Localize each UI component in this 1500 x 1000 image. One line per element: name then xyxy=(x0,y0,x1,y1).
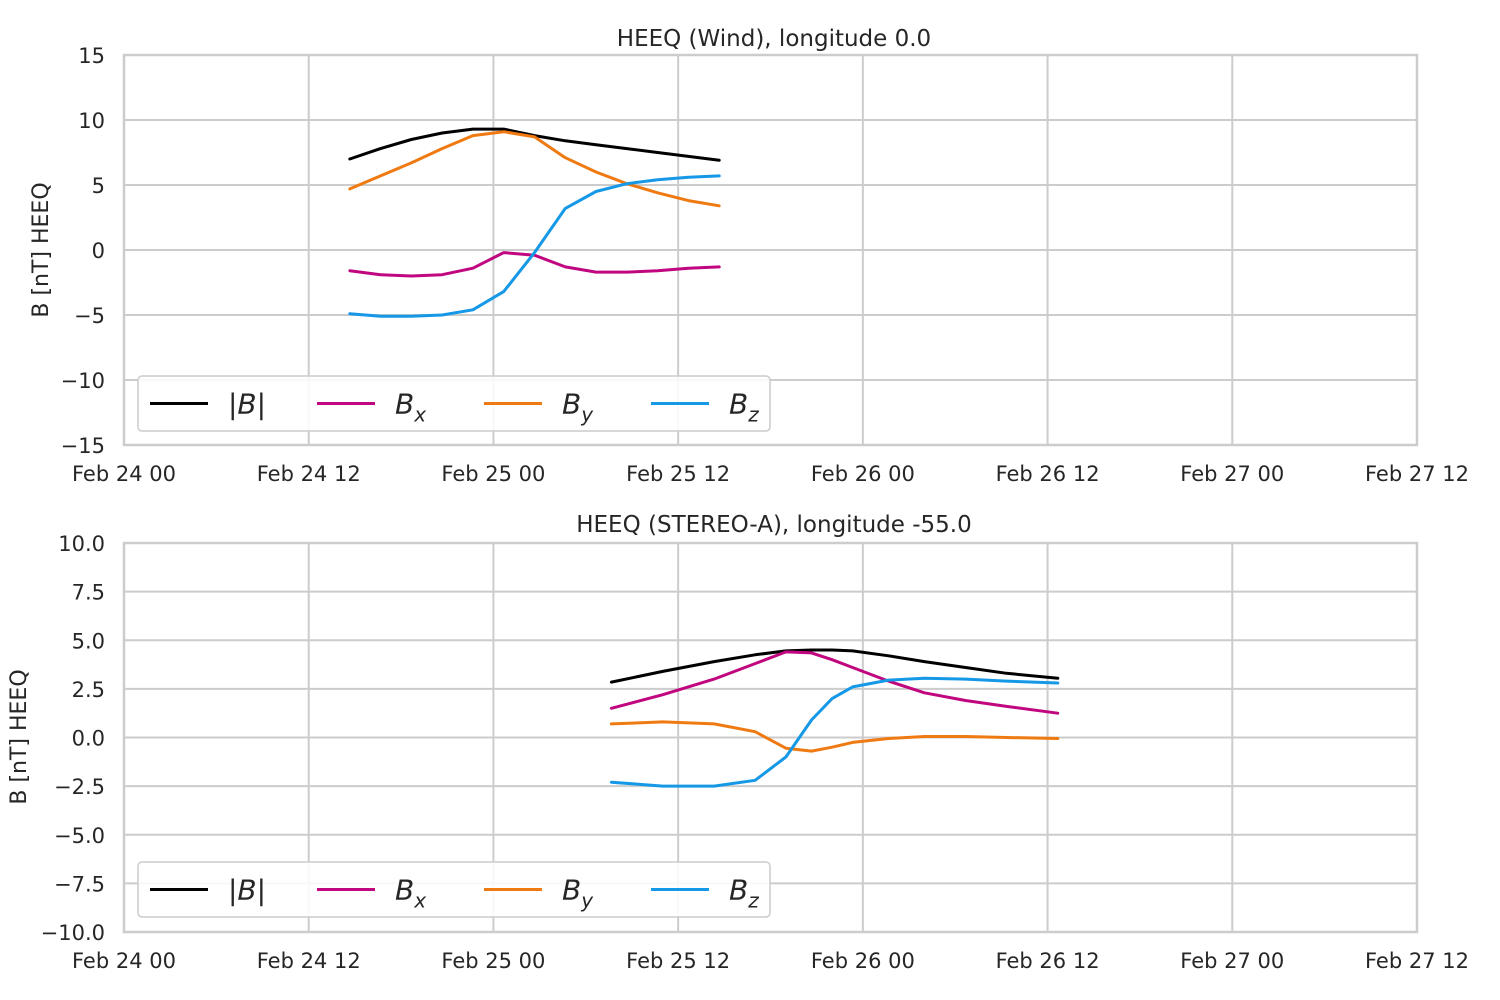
series-line-by xyxy=(348,130,721,208)
chart-title: HEEQ (STEREO-A), longitude -55.0 xyxy=(576,512,972,538)
series-line-bx xyxy=(348,251,721,278)
plot-lines xyxy=(348,127,721,318)
x-tick-label: Feb 25 00 xyxy=(441,462,545,486)
y-tick-label: −5 xyxy=(74,304,105,328)
chart-panel-stereo-a: HEEQ (STEREO-A), longitude -55.0 B [nT] … xyxy=(7,512,1469,973)
y-tick-label: 5 xyxy=(92,174,105,198)
plot-frame xyxy=(122,53,1419,447)
x-tick-label: Feb 27 00 xyxy=(1180,462,1284,486)
legend-box xyxy=(137,861,771,918)
x-tick-label: Feb 26 00 xyxy=(811,462,915,486)
series-line-bz xyxy=(348,174,721,318)
y-tick-label: 5.0 xyxy=(72,629,105,653)
chart-title: HEEQ (Wind), longitude 0.0 xyxy=(617,26,931,52)
y-tick-label: −15 xyxy=(61,434,105,458)
x-tick-label: Feb 26 12 xyxy=(996,462,1100,486)
y-tick-label: 7.5 xyxy=(72,581,105,605)
x-tick-label: Feb 24 00 xyxy=(72,462,176,486)
x-tick-labels: Feb 24 00 Feb 24 12 Feb 25 00 Feb 25 12 Feb … xyxy=(72,462,1469,486)
series-line-by xyxy=(609,720,1060,753)
series-line-bx xyxy=(609,650,1060,715)
y-tick-labels: 10.0 7.5 5.0 2.5 0.0 −2.5 −5.0 −7.5 −10.0 xyxy=(41,532,105,945)
y-tick-labels: 15 10 5 0 −5 −10 −15 xyxy=(61,44,105,458)
legend: |B| Bx By Bz xyxy=(137,861,771,918)
y-tick-label: −7.5 xyxy=(54,872,105,896)
y-tick-label: 2.5 xyxy=(72,678,105,702)
x-tick-label: Feb 26 00 xyxy=(811,949,915,973)
y-tick-label: 0.0 xyxy=(72,727,105,751)
x-tick-label: Feb 24 00 xyxy=(72,949,176,973)
x-tick-labels: Feb 24 00 Feb 24 12 Feb 25 00 Feb 25 12 Feb … xyxy=(72,949,1469,973)
series-line-bz xyxy=(609,676,1060,788)
y-axis-label: B [nT] HEEQ xyxy=(29,182,54,317)
plot-lines xyxy=(609,648,1060,788)
x-tick-label: Feb 27 12 xyxy=(1365,462,1469,486)
y-tick-label: 0 xyxy=(92,239,105,263)
y-tick-label: 15 xyxy=(78,44,105,68)
x-tick-label: Feb 25 12 xyxy=(626,462,730,486)
legend-label: Bz xyxy=(729,388,759,427)
legend-box xyxy=(137,375,771,432)
y-axis-label: B [nT] HEEQ xyxy=(7,669,32,804)
x-tick-label: Feb 25 00 xyxy=(441,949,545,973)
legend-label: |B| xyxy=(228,388,266,421)
legend-label: |B| xyxy=(228,874,266,907)
y-tick-label: −5.0 xyxy=(54,824,105,848)
x-tick-label: Feb 26 12 xyxy=(996,949,1100,973)
x-tick-label: Feb 24 12 xyxy=(257,949,361,973)
x-tick-label: Feb 25 12 xyxy=(626,949,730,973)
x-tick-label: Feb 24 12 xyxy=(257,462,361,486)
y-tick-label: −10.0 xyxy=(41,921,105,945)
x-tick-label: Feb 27 12 xyxy=(1365,949,1469,973)
chart-panel-wind: HEEQ (Wind), longitude 0.0 B [nT] HEEQ 1… xyxy=(29,26,1469,486)
legend: |B| Bx By Bz xyxy=(137,375,771,432)
y-tick-label: 10 xyxy=(78,109,105,133)
series-line-b xyxy=(609,648,1060,684)
plot-frame xyxy=(122,541,1419,934)
x-tick-label: Feb 27 00 xyxy=(1180,949,1284,973)
y-tick-label: −2.5 xyxy=(54,775,105,799)
y-tick-label: −10 xyxy=(61,369,105,393)
series-line-b xyxy=(348,127,721,162)
y-tick-label: 10.0 xyxy=(58,532,105,556)
